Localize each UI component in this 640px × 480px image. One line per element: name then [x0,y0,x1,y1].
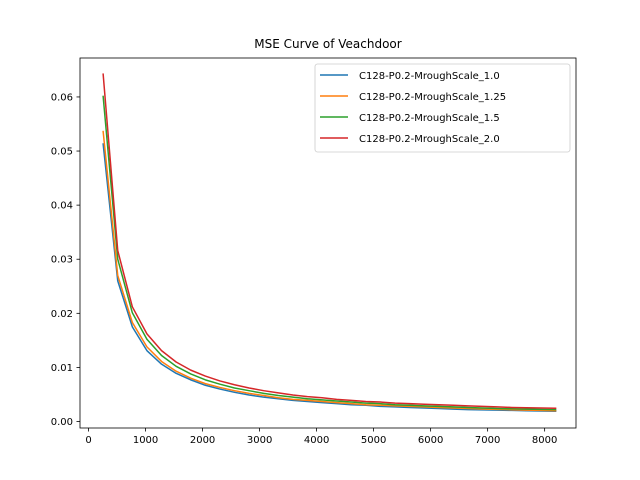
series-line-1 [102,143,557,412]
series-line-4 [102,73,557,410]
legend-entry: C128-P0.2-MroughScale_1.5 [359,113,500,124]
plot-frame [79,57,577,429]
x-tick-label: 8000 [532,435,557,446]
x-tick-label: 7000 [475,435,500,446]
legend-entry: C128-P0.2-MroughScale_1.25 [359,92,506,103]
chart-title: MSE Curve of Veachdoor [254,37,401,51]
plot-lines [102,73,557,412]
x-tick-label: 6000 [418,435,443,446]
y-axis-ticks: 0.00 0.01 0.02 0.03 0.04 0.05 0.06 [51,92,80,428]
x-axis-ticks: 0 1000 2000 3000 4000 5000 6000 7000 8000 [85,428,557,446]
y-tick-label: 0.00 [51,417,73,428]
legend-entry: C128-P0.2-MroughScale_2.0 [359,134,500,145]
legend: C128-P0.2-MroughScale_1.0 C128-P0.2-Mroug… [314,63,571,153]
legend-entry: C128-P0.2-MroughScale_1.0 [359,71,500,82]
y-tick-label: 0.06 [51,92,73,103]
x-tick-label: 0 [85,435,91,446]
y-tick-label: 0.05 [51,147,73,158]
y-tick-label: 0.04 [51,201,73,212]
legend-box [314,63,571,153]
x-tick-label: 5000 [361,435,386,446]
x-tick-label: 4000 [304,435,329,446]
series-line-2 [102,130,557,412]
y-tick-label: 0.02 [51,309,73,320]
x-tick-label: 3000 [247,435,272,446]
x-tick-label: 1000 [133,435,158,446]
y-tick-label: 0.01 [51,363,73,374]
x-tick-label: 2000 [190,435,215,446]
series-line-3 [102,95,557,411]
y-tick-label: 0.03 [51,255,73,266]
